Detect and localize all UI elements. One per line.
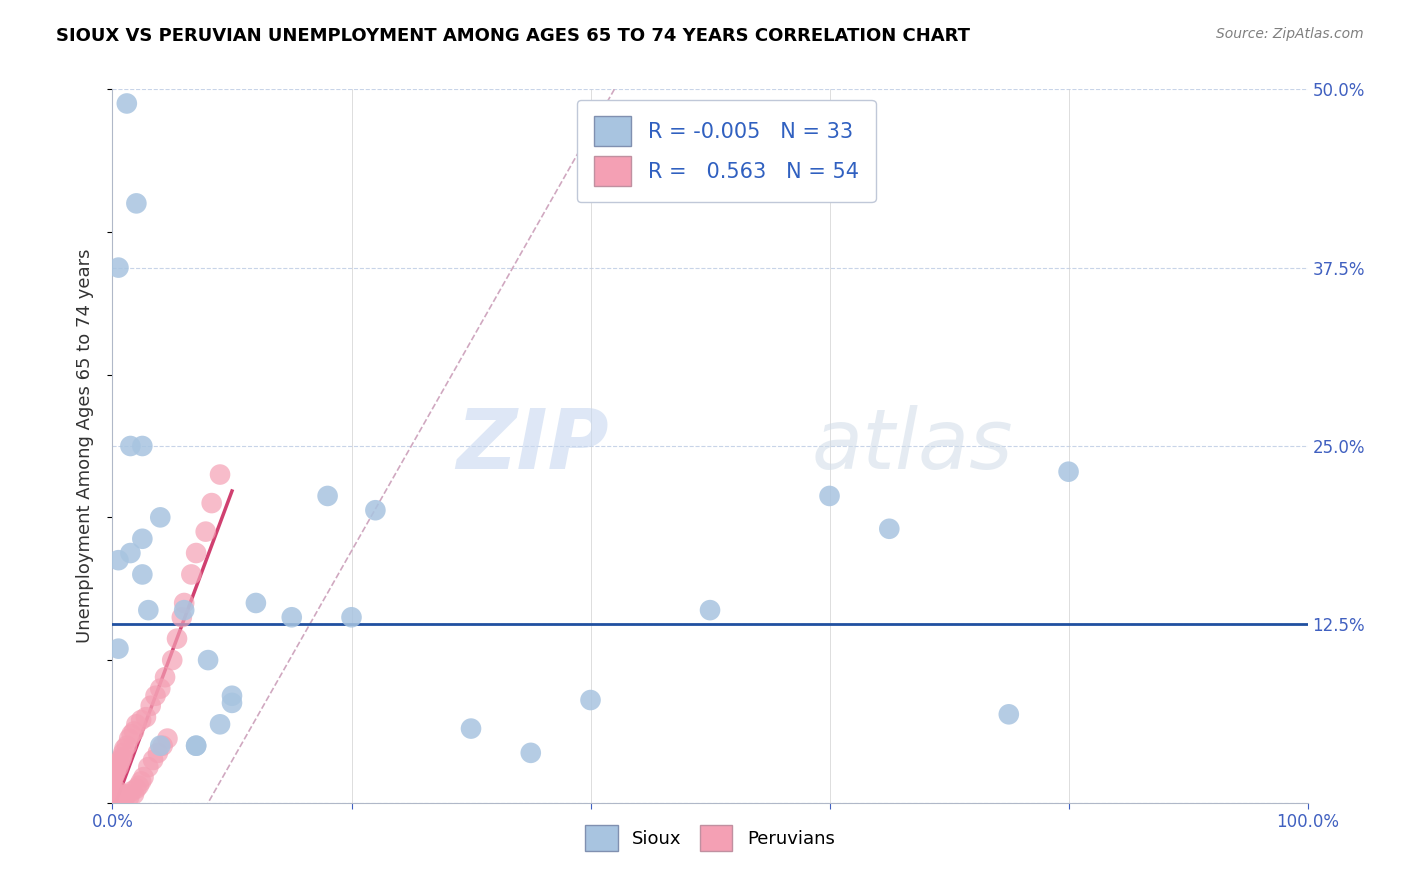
- Point: [107, 641, 129, 656]
- Point: [115, 739, 138, 753]
- Point: [142, 753, 165, 767]
- Point: [120, 546, 142, 560]
- Point: [125, 717, 148, 731]
- Point: [316, 489, 339, 503]
- Point: [998, 707, 1021, 722]
- Point: [699, 603, 721, 617]
- Point: [173, 596, 195, 610]
- Point: [112, 789, 135, 803]
- Point: [105, 764, 128, 779]
- Point: [120, 439, 142, 453]
- Point: [166, 632, 188, 646]
- Point: [132, 770, 155, 784]
- Point: [114, 741, 135, 756]
- Point: [149, 681, 172, 696]
- Point: [197, 653, 219, 667]
- Point: [108, 756, 131, 770]
- Point: [146, 746, 169, 760]
- Point: [138, 760, 160, 774]
- Point: [115, 96, 138, 111]
- Point: [103, 789, 125, 803]
- Point: [112, 746, 135, 760]
- Point: [221, 696, 243, 710]
- Point: [139, 698, 162, 713]
- Point: [107, 260, 129, 275]
- Point: [201, 496, 224, 510]
- Point: [129, 713, 152, 727]
- Text: ZIP: ZIP: [456, 406, 609, 486]
- Point: [186, 739, 208, 753]
- Point: [173, 603, 195, 617]
- Text: Source: ZipAtlas.com: Source: ZipAtlas.com: [1216, 27, 1364, 41]
- Point: [115, 787, 138, 801]
- Point: [103, 770, 125, 784]
- Point: [111, 793, 134, 807]
- Point: [209, 467, 232, 482]
- Point: [135, 710, 157, 724]
- Text: atlas: atlas: [811, 406, 1014, 486]
- Point: [131, 439, 153, 453]
- Point: [125, 196, 148, 211]
- Point: [128, 779, 150, 793]
- Point: [107, 784, 129, 798]
- Point: [153, 670, 176, 684]
- Point: [186, 739, 208, 753]
- Point: [110, 790, 132, 805]
- Text: SIOUX VS PERUVIAN UNEMPLOYMENT AMONG AGES 65 TO 74 YEARS CORRELATION CHART: SIOUX VS PERUVIAN UNEMPLOYMENT AMONG AGE…: [56, 27, 970, 45]
- Point: [340, 610, 363, 624]
- Point: [221, 689, 243, 703]
- Point: [107, 553, 129, 567]
- Point: [104, 767, 127, 781]
- Point: [156, 731, 179, 746]
- Point: [520, 746, 543, 760]
- Point: [101, 774, 124, 789]
- Point: [818, 489, 841, 503]
- Point: [122, 787, 145, 801]
- Point: [122, 724, 145, 739]
- Point: [101, 784, 124, 798]
- Point: [152, 739, 174, 753]
- Point: [107, 760, 129, 774]
- Point: [194, 524, 217, 539]
- Point: [114, 791, 135, 805]
- Point: [209, 717, 232, 731]
- Point: [149, 510, 172, 524]
- Point: [118, 790, 141, 805]
- Point: [281, 610, 304, 624]
- Point: [131, 567, 153, 582]
- Point: [104, 791, 127, 805]
- Point: [186, 546, 208, 560]
- Point: [180, 567, 202, 582]
- Legend: Sioux, Peruvians: Sioux, Peruvians: [578, 818, 842, 858]
- Point: [121, 784, 143, 798]
- Point: [129, 774, 152, 789]
- Point: [162, 653, 183, 667]
- Point: [149, 739, 172, 753]
- Point: [121, 727, 143, 741]
- Point: [105, 790, 128, 805]
- Y-axis label: Unemployment Among Ages 65 to 74 years: Unemployment Among Ages 65 to 74 years: [76, 249, 94, 643]
- Point: [879, 522, 901, 536]
- Point: [364, 503, 387, 517]
- Point: [460, 722, 482, 736]
- Point: [110, 753, 132, 767]
- Point: [579, 693, 602, 707]
- Point: [108, 787, 131, 801]
- Point: [105, 787, 128, 801]
- Point: [118, 731, 141, 746]
- Point: [131, 532, 153, 546]
- Point: [138, 603, 160, 617]
- Point: [1057, 465, 1080, 479]
- Point: [170, 610, 193, 624]
- Point: [111, 750, 134, 764]
- Point: [125, 781, 148, 796]
- Point: [245, 596, 267, 610]
- Point: [145, 689, 167, 703]
